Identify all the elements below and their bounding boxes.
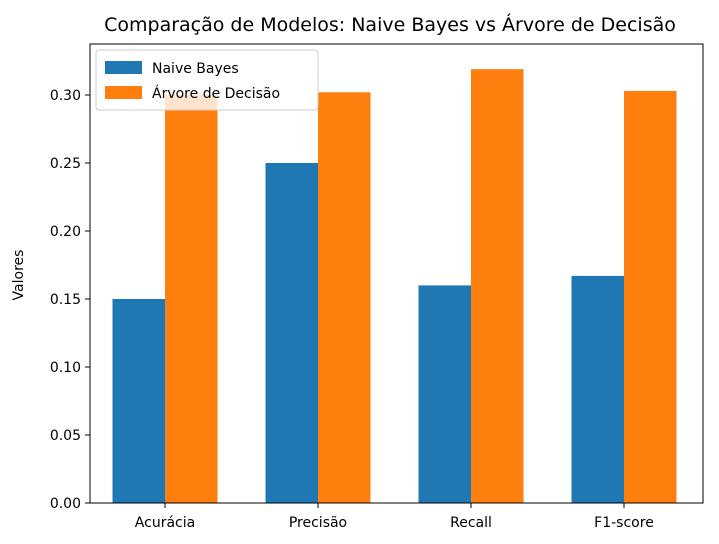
y-tick-label-3: 0.15 xyxy=(50,292,81,308)
bar-arvore-decisao-2 xyxy=(471,69,524,503)
legend-label-naive-bayes: Naive Bayes xyxy=(152,61,239,77)
bar-naive-bayes-0 xyxy=(112,299,165,503)
bar-naive-bayes-2 xyxy=(418,285,471,503)
chart-title: Comparação de Modelos: Naive Bayes vs Ár… xyxy=(104,13,676,36)
bar-arvore-decisao-0 xyxy=(165,95,218,503)
y-tick-label-2: 0.10 xyxy=(50,360,81,376)
legend: Naive Bayes Árvore de Decisão xyxy=(95,49,319,111)
bar-arvore-decisao-1 xyxy=(318,92,371,503)
plot-area: 0.00 0.05 0.10 0.15 0.20 0.25 0.30 Acurácia Prec… xyxy=(50,43,704,531)
x-tick-label-0: Acurácia xyxy=(135,515,195,531)
axes-frame xyxy=(89,43,704,504)
y-tick-label-1: 0.05 xyxy=(50,428,81,444)
y-tick-label-0: 0.00 xyxy=(50,496,81,512)
x-tick-label-1: Precisão xyxy=(289,515,347,531)
x-tick-label-3: F1-score xyxy=(594,515,654,531)
y-tick-label-5: 0.25 xyxy=(50,156,81,172)
x-tick-label-2: Recall xyxy=(450,515,492,531)
bar-naive-bayes-3 xyxy=(571,275,624,503)
legend-box xyxy=(95,49,319,111)
y-tick-label-4: 0.20 xyxy=(50,224,81,240)
y-axis-label: Valores xyxy=(11,250,27,301)
legend-swatch-naive-bayes xyxy=(105,61,142,74)
legend-label-arvore-decisao: Árvore de Decisão xyxy=(152,85,280,102)
bar-arvore-decisao-3 xyxy=(624,90,677,504)
legend-swatch-arvore-decisao xyxy=(105,86,142,99)
bar-naive-bayes-1 xyxy=(265,163,318,503)
y-tick-label-6: 0.30 xyxy=(50,88,81,104)
